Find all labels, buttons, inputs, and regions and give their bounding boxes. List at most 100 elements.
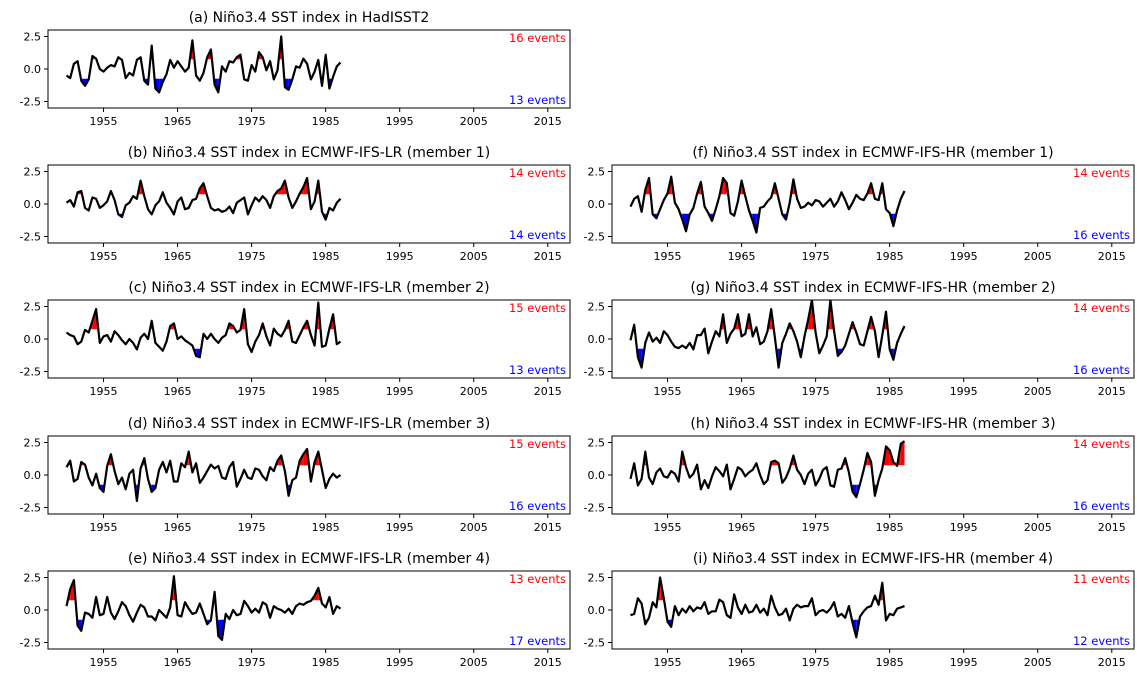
sst-index-line [65, 176, 342, 221]
y-tick-label: 0.0 [24, 604, 42, 617]
cold-events-label: 16 events [1073, 499, 1130, 513]
y-tick-label: 2.5 [24, 437, 42, 450]
warm-events-label: 14 events [1073, 166, 1130, 180]
sst-index-line [629, 300, 906, 369]
y-tick-label: -2.5 [20, 637, 41, 650]
x-tick-label: 1975 [238, 656, 266, 669]
x-tick-label: 1985 [312, 521, 340, 534]
panel-e: 1955 1965 1975 1985 1995 2005 2015 2.5 0.0 -2.5 (e… [20, 551, 571, 669]
x-tick-label: 2015 [534, 521, 562, 534]
x-tick-label: 1985 [876, 656, 904, 669]
x-tick-label: 1985 [312, 115, 340, 128]
cold-events-label: 16 events [509, 499, 566, 513]
x-tick-label: 2015 [534, 115, 562, 128]
x-tick-label: 2005 [460, 521, 488, 534]
sst-index-line [629, 440, 906, 499]
x-tick-label: 1995 [386, 521, 414, 534]
x-tick-label: 1955 [90, 250, 118, 263]
x-tick-label: 1985 [312, 656, 340, 669]
x-tick-label: 1975 [802, 656, 830, 669]
panel-title: (b) Niño3.4 SST index in ECMWF-IFS-LR (m… [128, 145, 490, 161]
x-tick-label: 1965 [164, 115, 192, 128]
cold-events-label: 14 events [509, 228, 566, 242]
y-tick-label: 2.5 [24, 572, 42, 585]
x-tick-label: 1965 [164, 656, 192, 669]
x-tick-label: 1965 [164, 250, 192, 263]
x-tick-label: 1965 [728, 385, 756, 398]
x-tick-label: 1955 [654, 521, 682, 534]
warm-events-label: 15 events [509, 301, 566, 315]
event-fills [633, 300, 905, 368]
y-tick-label: 0.0 [588, 469, 606, 482]
x-tick-label: 2005 [1024, 385, 1052, 398]
x-tick-label: 1975 [238, 385, 266, 398]
panel-h: 1955 1965 1975 1985 1995 2005 2015 2.5 0.0 -2.5 (h… [584, 416, 1135, 534]
panel-title: (h) Niño3.4 SST index in ECMWF-IFS-HR (m… [690, 416, 1055, 432]
x-tick-label: 1965 [164, 521, 192, 534]
x-tick-label: 2005 [460, 656, 488, 669]
warm-events-label: 13 events [509, 572, 566, 586]
y-tick-label: -2.5 [584, 366, 605, 379]
cold-events-label: 13 events [509, 363, 566, 377]
y-tick-label: 0.0 [588, 604, 606, 617]
y-tick-label: 2.5 [24, 301, 42, 314]
x-tick-label: 1955 [654, 385, 682, 398]
x-tick-label: 1975 [802, 521, 830, 534]
warm-events-label: 14 events [509, 166, 566, 180]
y-tick-label: -2.5 [584, 502, 605, 515]
y-tick-label: -2.5 [584, 231, 605, 244]
y-tick-label: 0.0 [588, 333, 606, 346]
warm-event-fill [886, 446, 890, 466]
panel-title: (a) Niño3.4 SST index in HadISST2 [189, 10, 430, 26]
warm-events-label: 11 events [1073, 572, 1130, 586]
x-tick-label: 2015 [534, 656, 562, 669]
y-tick-label: 2.5 [588, 166, 606, 179]
warm-events-label: 14 events [1073, 437, 1130, 451]
axes-frame [611, 299, 1135, 379]
cold-events-label: 12 events [1073, 634, 1130, 648]
x-tick-label: 1985 [312, 250, 340, 263]
event-fills [80, 36, 333, 93]
cold-events-label: 13 events [509, 93, 566, 107]
sst-index-line [629, 175, 906, 234]
x-tick-label: 1955 [90, 385, 118, 398]
panel-c: 1955 1965 1975 1985 1995 2005 2015 2.5 0.0 -2.5 (c… [20, 280, 571, 398]
panel-f: 1955 1965 1975 1985 1995 2005 2015 2.5 0.0 -2.5 (f… [584, 145, 1135, 263]
x-tick-label: 1965 [728, 250, 756, 263]
x-tick-label: 1985 [312, 385, 340, 398]
x-tick-label: 1995 [950, 385, 978, 398]
x-tick-label: 1995 [386, 656, 414, 669]
y-tick-label: -2.5 [20, 502, 41, 515]
sst-index-line [65, 575, 342, 641]
x-tick-label: 1995 [386, 115, 414, 128]
sst-index-line [65, 35, 342, 94]
panel-i: 1955 1965 1975 1985 1995 2005 2015 2.5 0.0 -2.5 (i… [584, 551, 1135, 669]
x-tick-label: 2015 [1098, 385, 1126, 398]
warm-events-label: 16 events [509, 31, 566, 45]
y-tick-label: -2.5 [20, 96, 41, 109]
warm-events-label: 14 events [1073, 301, 1130, 315]
x-tick-label: 2015 [1098, 250, 1126, 263]
axes-frame [611, 164, 1135, 244]
panel-title: (i) Niño3.4 SST index in ECMWF-IFS-HR (m… [693, 551, 1053, 567]
x-tick-label: 2015 [534, 385, 562, 398]
x-tick-label: 1975 [802, 250, 830, 263]
x-tick-label: 1975 [802, 385, 830, 398]
x-tick-label: 2015 [1098, 656, 1126, 669]
x-tick-label: 1955 [90, 521, 118, 534]
panel-title: (g) Niño3.4 SST index in ECMWF-IFS-HR (m… [690, 280, 1055, 296]
panel-title: (c) Niño3.4 SST index in ECMWF-IFS-LR (m… [128, 280, 489, 296]
x-tick-label: 1975 [238, 521, 266, 534]
sst-index-line [65, 447, 342, 503]
x-tick-label: 2005 [460, 250, 488, 263]
x-tick-label: 1985 [876, 385, 904, 398]
y-tick-label: 0.0 [588, 198, 606, 211]
y-tick-label: 0.0 [24, 198, 42, 211]
y-tick-label: 0.0 [24, 469, 42, 482]
x-tick-label: 1995 [950, 521, 978, 534]
panel-b: 1955 1965 1975 1985 1995 2005 2015 2.5 0.0 -2.5 (b… [20, 145, 571, 263]
axes-frame [611, 570, 1135, 650]
panel-a: 1955 1965 1975 1985 1995 2005 2015 2.5 0.0 -2.5 (a… [20, 10, 571, 128]
x-tick-label: 1965 [164, 385, 192, 398]
